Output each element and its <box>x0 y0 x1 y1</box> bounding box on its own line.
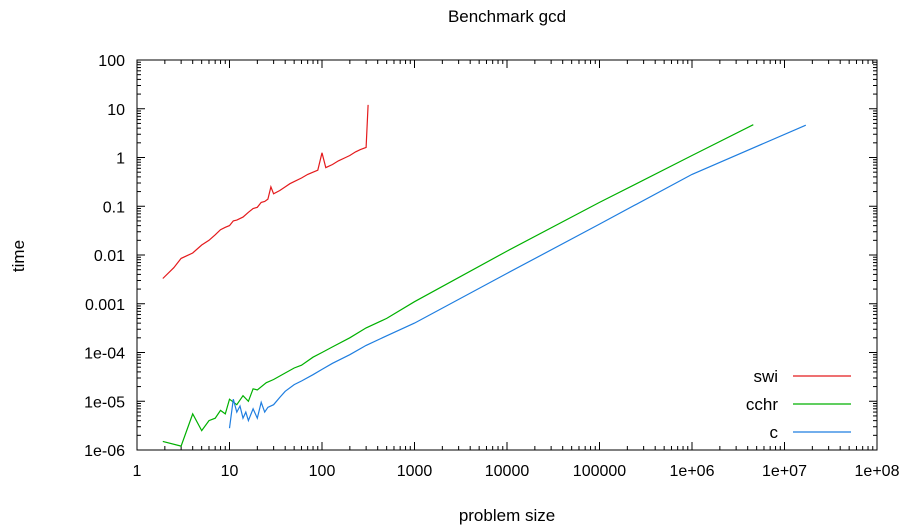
series-line-c <box>228 124 807 429</box>
y-tick-label: 1e-06 <box>84 443 125 460</box>
x-tick-label: 1 <box>133 463 142 480</box>
legend: swi cchr c <box>746 367 851 442</box>
x-tick-label: 10000 <box>485 463 530 480</box>
legend-label-swi: swi <box>753 367 778 386</box>
series-line-swi <box>162 104 369 279</box>
y-tick-label: 1e-05 <box>84 394 125 411</box>
axis-ticks: 1 10 100 1000 10000 100000 1e+06 1e+07 1e+08 1e-0… <box>84 53 899 480</box>
plot-frame <box>136 59 878 451</box>
y-tick-label: 1 <box>116 151 125 168</box>
y-tick-label: 10 <box>107 102 125 119</box>
y-tick-label: 0.1 <box>103 199 125 216</box>
x-tick-label: 1e+06 <box>670 463 715 480</box>
x-tick-label: 1000 <box>397 463 433 480</box>
x-tick-label: 10 <box>221 463 239 480</box>
y-tick-label: 0.001 <box>85 297 125 314</box>
x-tick-label: 1e+07 <box>762 463 807 480</box>
chart-title: Benchmark gcd <box>448 7 566 26</box>
series-lines <box>162 104 807 447</box>
series-line-cchr <box>162 124 754 447</box>
y-tick-label: 100 <box>98 53 125 70</box>
x-axis-label: problem size <box>459 506 555 525</box>
y-axis-label: time <box>9 240 28 272</box>
y-tick-label: 1e-04 <box>84 346 125 363</box>
x-tick-label: 100000 <box>573 463 626 480</box>
y-tick-label: 0.01 <box>94 248 125 265</box>
x-tick-label: 100 <box>309 463 336 480</box>
legend-label-cchr: cchr <box>746 395 778 414</box>
x-tick-label: 1e+08 <box>855 463 900 480</box>
legend-label-c: c <box>770 423 779 442</box>
